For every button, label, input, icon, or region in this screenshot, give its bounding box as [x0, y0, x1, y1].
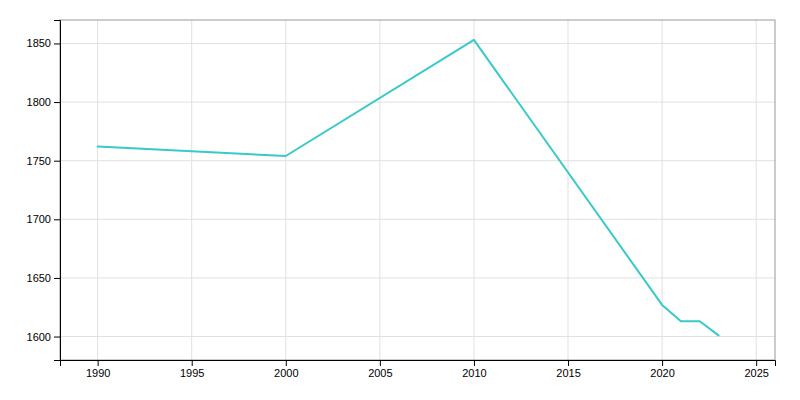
y-tick: 1600 — [27, 331, 60, 343]
x-tick-label: 2020 — [650, 367, 674, 379]
y-grid-line — [60, 277, 775, 278]
x-tick-label: 2015 — [556, 367, 580, 379]
x-tick: 2010 — [462, 360, 486, 379]
line — [98, 40, 719, 335]
y-tick-label: 1850 — [27, 37, 51, 49]
x-tick-mark — [98, 360, 99, 366]
chart: 1990 1995 2000 2005 2010 2015 2020 2025 1600 1650… — [0, 0, 800, 400]
x-tick-label: 2005 — [368, 367, 392, 379]
x-grid-line — [97, 20, 98, 360]
y-tick-label: 1800 — [27, 96, 51, 108]
plot: 1990 1995 2000 2005 2010 2015 2020 2025 1600 1650… — [27, 20, 776, 379]
y-grid-line — [60, 336, 775, 337]
y-tick-mark — [54, 219, 60, 220]
x-axis: 1990 1995 2000 2005 2010 2015 2020 2025 — [61, 360, 776, 379]
x-tick: 2020 — [650, 360, 674, 379]
y-tick-mark — [54, 43, 60, 44]
y-tick-mark — [54, 337, 60, 338]
y-tick: 1850 — [27, 37, 60, 49]
x-tick-label: 1995 — [180, 367, 204, 379]
plot-frame — [60, 20, 775, 360]
y-tick: 1650 — [27, 272, 60, 284]
y-grid-line — [60, 43, 775, 44]
y-tick-mark — [54, 161, 60, 162]
y-tick-mark — [54, 102, 60, 103]
y-grid-line — [60, 102, 775, 103]
y-axis: 1600 1650 1700 1750 1800 1850 — [27, 21, 61, 361]
x-grid-line — [756, 20, 757, 360]
y-tick: 1750 — [27, 155, 60, 167]
x-tick-mark — [192, 360, 193, 366]
grid — [60, 20, 775, 360]
x-tick: 2015 — [556, 360, 580, 379]
x-tick: 1990 — [86, 360, 110, 379]
x-grid-line — [568, 20, 569, 360]
y-tick-mark — [54, 278, 60, 279]
y-tick-label: 1650 — [27, 272, 51, 284]
y-tick-label: 1700 — [27, 213, 51, 225]
x-tick-mark — [286, 360, 287, 366]
x-tick-mark — [756, 360, 757, 366]
x-tick: 2000 — [274, 360, 298, 379]
x-tick-mark — [474, 360, 475, 366]
y-tick: 1800 — [27, 96, 60, 108]
x-tick: 1995 — [180, 360, 204, 379]
y-tick: 1700 — [27, 213, 60, 225]
marks — [98, 40, 719, 335]
x-grid-line — [662, 20, 663, 360]
x-tick-mark — [662, 360, 663, 366]
x-grid-line — [473, 20, 474, 360]
x-tick-label: 1990 — [86, 367, 110, 379]
x-axis-line — [61, 361, 776, 367]
y-tick-label: 1600 — [27, 331, 51, 343]
x-tick-mark — [380, 360, 381, 366]
y-grid-line — [60, 160, 775, 161]
x-grid-line — [191, 20, 192, 360]
y-tick-label: 1750 — [27, 155, 51, 167]
x-grid-line — [379, 20, 380, 360]
y-grid-line — [60, 219, 775, 220]
x-tick-label: 2010 — [462, 367, 486, 379]
x-tick: 2025 — [744, 360, 768, 379]
x-grid-line — [285, 20, 286, 360]
x-tick: 2005 — [368, 360, 392, 379]
x-tick-mark — [568, 360, 569, 366]
x-tick-label: 2025 — [744, 367, 768, 379]
y-axis-line — [54, 21, 61, 361]
x-tick-label: 2000 — [274, 367, 298, 379]
